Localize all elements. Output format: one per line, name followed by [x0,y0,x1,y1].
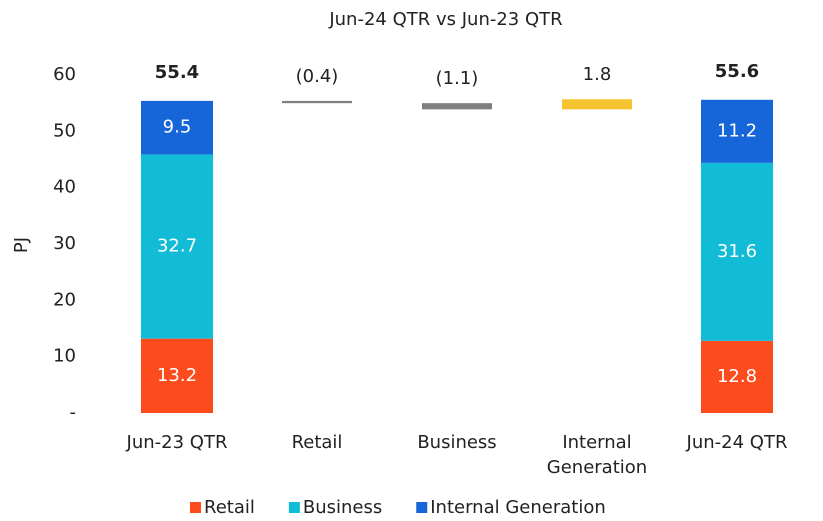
y-tick-label: 10 [53,346,76,367]
segment-label: 11.2 [717,120,757,141]
change-label: (1.1) [436,68,479,89]
bar-segment [701,162,773,341]
change-bar [282,100,352,104]
y-tick-label: 30 [53,233,76,254]
change-label: 1.8 [583,64,612,85]
legend-label: Business [303,497,382,518]
legend-label: Internal Generation [430,497,606,518]
x-tick-label: Jun-24 QTR [686,432,788,453]
total-label: 55.6 [715,61,759,82]
x-tick-label: Business [417,432,496,453]
segment-label: 13.2 [157,365,197,386]
bar-segment [701,340,773,413]
total-label: 55.4 [155,62,199,83]
bar-segment [701,99,773,163]
legend-label: Retail [204,497,255,518]
y-tick-label: 40 [53,177,76,198]
y-tick-label: 20 [53,289,76,310]
x-tick-label: Jun-23 QTR [126,432,228,453]
x-tick-label: Internal Generation [547,432,647,478]
x-tick-label: Retail [292,432,343,453]
y-axis-label: PJ [11,237,32,253]
bar-segment [141,154,213,339]
segment-label: 9.5 [163,117,192,138]
y-tick-label: - [70,402,77,423]
segment-label: 32.7 [157,236,197,257]
segment-label: 31.6 [717,241,757,262]
change-bar [422,103,492,110]
change-label: (0.4) [296,66,339,87]
legend-swatch [416,502,428,513]
legend-swatch [288,502,300,513]
change-bar [562,99,632,110]
segment-label: 12.8 [717,366,757,387]
y-tick-label: 60 [53,64,76,85]
legend-swatch [190,502,201,513]
bar-segment [141,100,213,155]
bar-segment [141,338,213,413]
chart-title: Jun-24 QTR vs Jun-23 QTR [328,9,562,30]
y-tick-label: 50 [53,120,76,141]
